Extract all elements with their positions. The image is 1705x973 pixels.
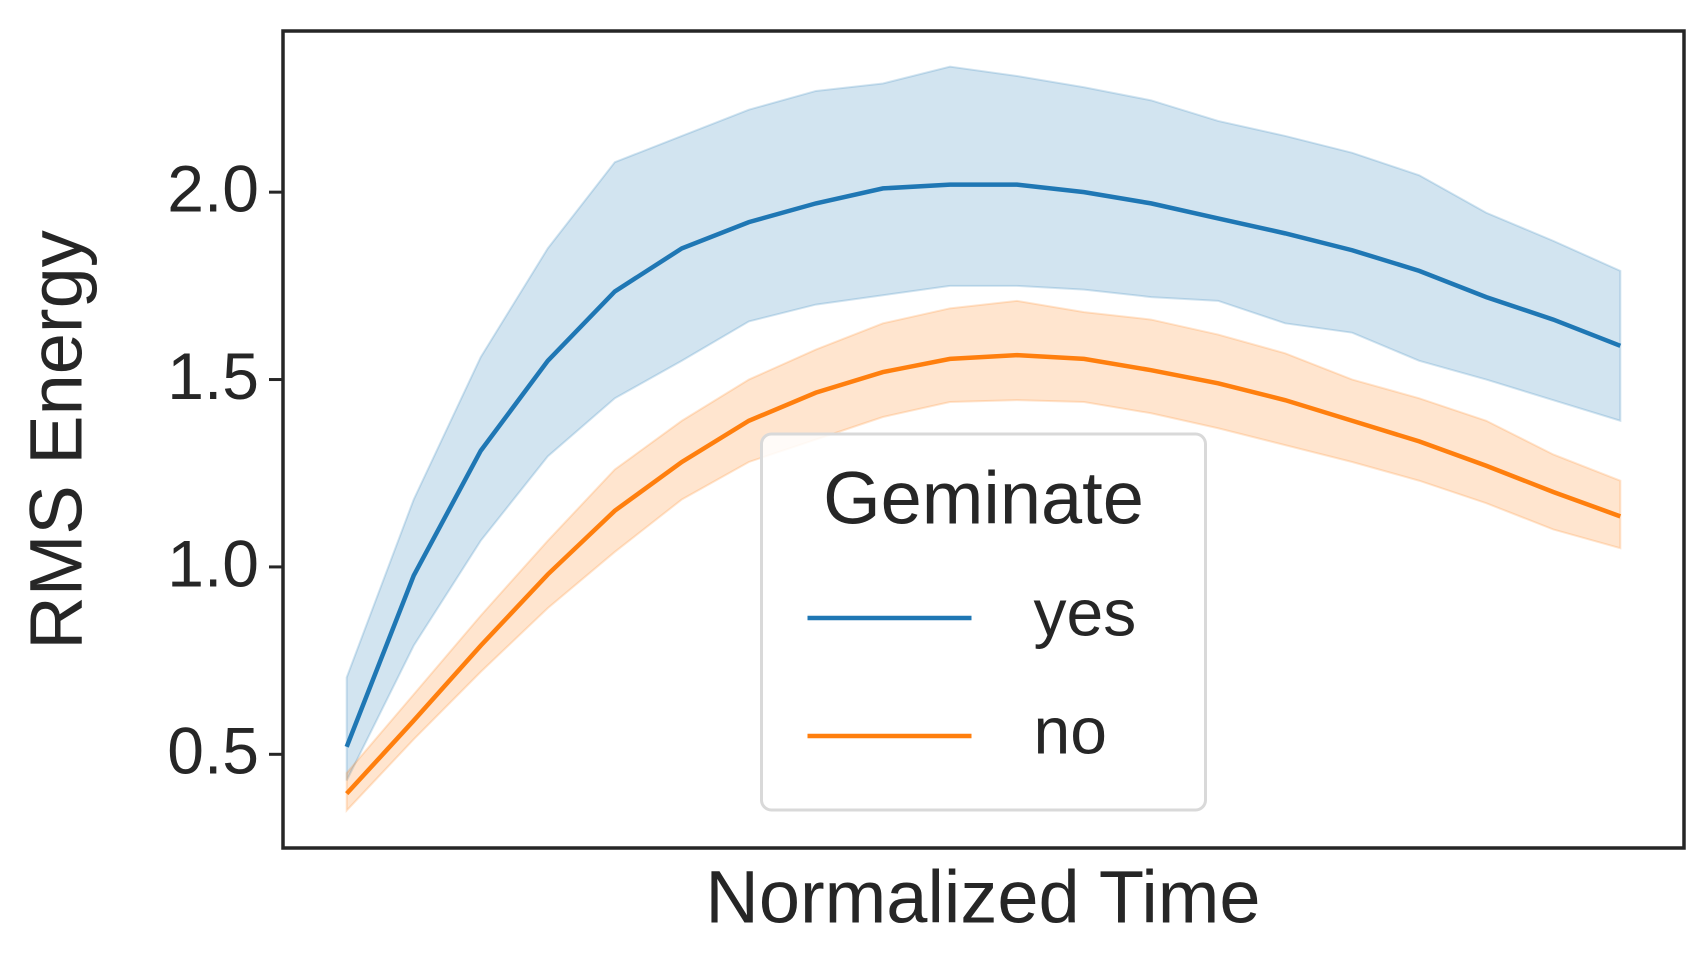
y-tick-label: 1.5	[167, 339, 259, 413]
plot-frame	[281, 29, 1686, 850]
legend-box	[760, 432, 1207, 812]
legend-label: yes	[1034, 575, 1137, 649]
legend-label: no	[1034, 693, 1107, 767]
y-tick-label: 2.0	[167, 152, 259, 226]
confidence-band	[345, 299, 1622, 814]
line	[344, 182, 1622, 748]
y-axis-label: RMS Energy	[15, 230, 98, 649]
y-tick-label: 1.0	[167, 526, 259, 600]
y-tick-label: 0.5	[167, 714, 259, 788]
confidence-band	[345, 65, 1622, 781]
legend-title: Geminate	[823, 457, 1144, 540]
line	[345, 352, 1622, 796]
x-axis-label: Normalized Time	[705, 856, 1260, 939]
